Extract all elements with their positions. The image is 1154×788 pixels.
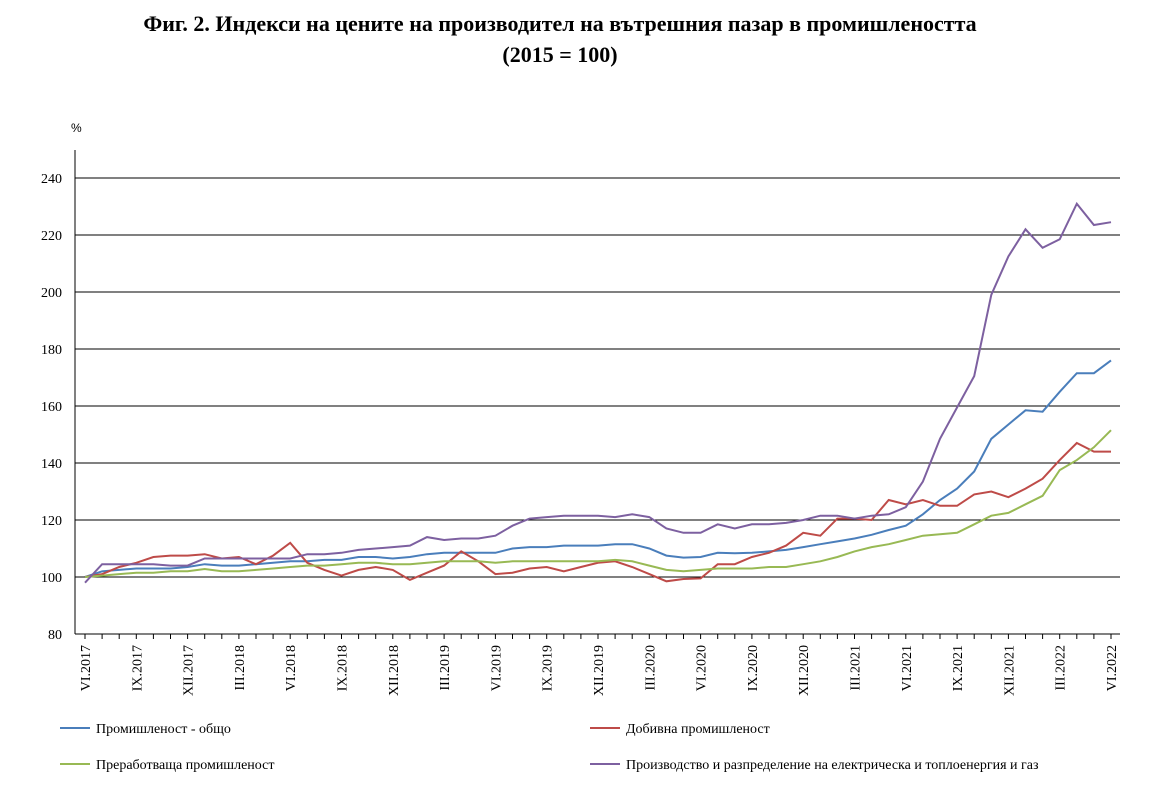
x-tick-label: IX.2019 [541,645,556,691]
x-tick-label: XII.2018 [387,645,402,696]
x-tick-label: IX.2021 [951,645,966,691]
x-tick-label: VI.2020 [695,645,710,691]
series-line [84,201,1112,584]
y-tick-label: 220 [41,229,62,244]
x-tick-label: III.2020 [643,645,658,691]
series-line [84,429,1112,578]
chart-subtitle: (2015 = 100) [502,42,617,67]
legend-label: Добивна промишленост [626,722,770,737]
x-tick-label: VI.2021 [900,645,915,691]
x-tick-label: III.2018 [233,645,248,691]
y-tick-label: 100 [41,571,62,586]
y-tick-label: 240 [41,172,62,187]
y-axis-label: % [71,121,82,135]
y-tick-label: 200 [41,286,62,301]
x-tick-label: XII.2021 [1002,645,1017,696]
y-tick-label: 80 [48,628,62,643]
x-tick-label: III.2021 [849,645,864,691]
x-tick-label: III.2019 [438,645,453,691]
x-tick-label: VI.2018 [284,645,299,691]
series-line [84,359,1112,578]
legend-label: Производство и разпределение на електрич… [626,758,1039,773]
legend-label: Преработваща промишленост [96,758,274,773]
y-tick-label: 180 [41,343,62,358]
chart-title: Фиг. 2. Индекси на цените на производите… [143,11,976,36]
x-tick-label: VI.2017 [79,645,94,691]
x-tick-label: XII.2017 [182,645,197,696]
x-tick-label: XII.2020 [797,645,812,696]
y-tick-label: 120 [41,514,62,529]
x-tick-label: IX.2017 [130,645,145,691]
x-tick-label: XII.2019 [592,645,607,696]
series-line [84,441,1111,583]
x-tick-label: IX.2020 [746,645,761,691]
x-tick-label: VI.2019 [489,645,504,691]
y-tick-label: 160 [41,400,62,415]
legend-label: Промишленост - общо [96,722,231,737]
x-tick-label: III.2022 [1054,645,1069,691]
x-tick-label: VI.2022 [1105,645,1120,691]
x-tick-label: IX.2018 [336,645,351,691]
y-tick-label: 140 [41,457,62,472]
